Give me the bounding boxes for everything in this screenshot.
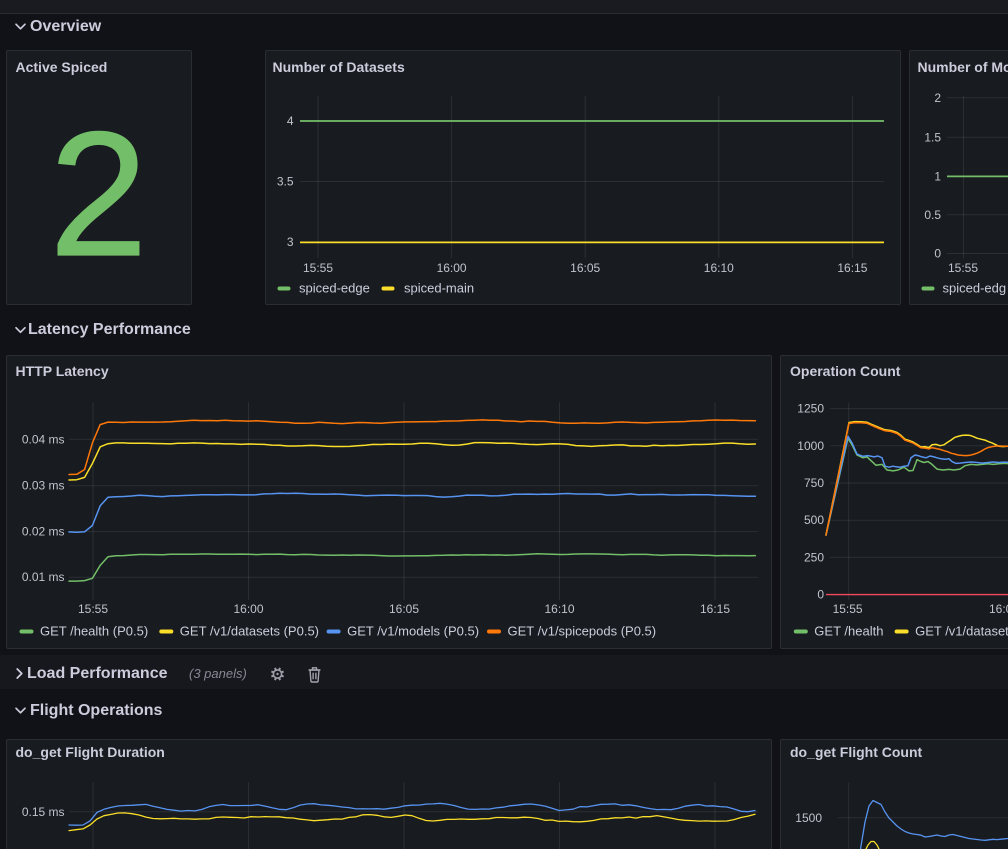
svg-text:16:05: 16:05 [389, 602, 419, 616]
svg-text:1.5: 1.5 [924, 130, 941, 144]
svg-text:1000: 1000 [797, 439, 824, 453]
svg-text:0.03 ms: 0.03 ms [22, 479, 65, 493]
svg-text:15:55: 15:55 [78, 602, 108, 616]
svg-text:16:10: 16:10 [704, 261, 734, 275]
svg-text:GET /v1/spicepods (P0.5): GET /v1/spicepods (P0.5) [508, 624, 657, 639]
svg-text:spiced-edge: spiced-edge [299, 281, 370, 296]
svg-text:1: 1 [934, 169, 941, 183]
svg-text:0.01 ms: 0.01 ms [22, 570, 65, 584]
svg-text:0.5: 0.5 [924, 208, 941, 222]
svg-text:spiced-edg: spiced-edg [943, 281, 1007, 296]
svg-text:16:10: 16:10 [544, 602, 574, 616]
svg-text:3: 3 [287, 235, 294, 249]
svg-text:15:55: 15:55 [303, 261, 333, 275]
svg-text:1250: 1250 [797, 402, 824, 416]
svg-text:250: 250 [804, 550, 824, 564]
svg-text:GET /v1/datasets: GET /v1/datasets [915, 624, 1008, 639]
svg-text:spiced-main: spiced-main [404, 281, 474, 296]
svg-text:500: 500 [804, 513, 824, 527]
svg-text:16:15: 16:15 [837, 261, 867, 275]
svg-text:16:00: 16:00 [233, 602, 263, 616]
svg-text:GET /health (P0.5): GET /health (P0.5) [40, 624, 148, 639]
svg-text:0.15 ms: 0.15 ms [22, 805, 65, 819]
svg-text:0.04 ms: 0.04 ms [22, 432, 65, 446]
svg-text:16:15: 16:15 [700, 602, 730, 616]
svg-text:16:00: 16:00 [437, 261, 467, 275]
svg-text:16:00: 16:00 [989, 602, 1008, 616]
svg-text:0.02 ms: 0.02 ms [22, 525, 65, 539]
svg-text:750: 750 [804, 476, 824, 490]
svg-text:0: 0 [817, 588, 824, 602]
svg-text:GET /health: GET /health [814, 624, 883, 639]
svg-text:GET /v1/models (P0.5): GET /v1/models (P0.5) [347, 624, 479, 639]
svg-text:GET /v1/datasets (P0.5): GET /v1/datasets (P0.5) [180, 624, 319, 639]
svg-text:16:05: 16:05 [570, 261, 600, 275]
svg-text:0: 0 [934, 247, 941, 261]
svg-text:4: 4 [287, 114, 294, 128]
svg-text:2: 2 [934, 91, 941, 105]
svg-text:3.5: 3.5 [277, 175, 294, 189]
svg-text:15:55: 15:55 [948, 261, 978, 275]
svg-text:1500: 1500 [795, 811, 822, 825]
svg-text:15:55: 15:55 [833, 602, 863, 616]
